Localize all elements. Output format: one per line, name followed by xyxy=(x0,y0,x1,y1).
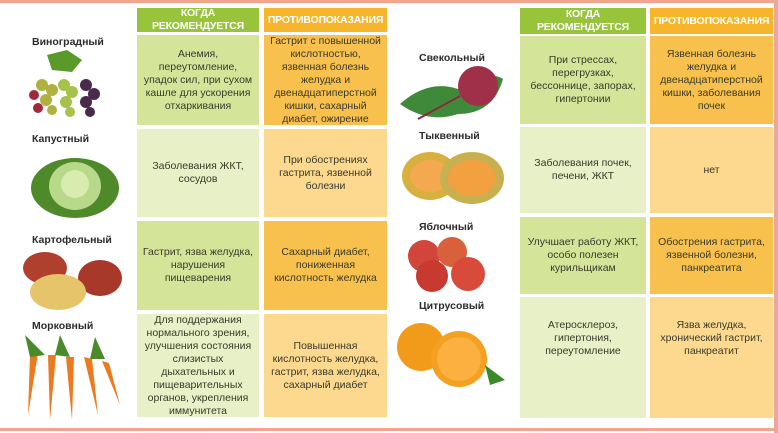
apple-icon xyxy=(408,237,485,292)
melon-icon xyxy=(402,152,504,204)
header-contra-right: ПРОТИВОПОКАЗАНИЯ xyxy=(650,8,773,34)
header-recommended-left: КОГДА РЕКОМЕНДУЕТСЯ xyxy=(137,7,259,32)
contra-cell: Сахарный диабет, пониженная кислотность … xyxy=(264,221,387,310)
contra-cell: Гастрит с повышенной кислотностью, язвен… xyxy=(264,35,387,125)
juice-name: Морковный xyxy=(32,320,94,332)
contra-cell: При обострениях гастрита, язвенной болез… xyxy=(264,129,387,217)
recommended-cell: Заболевания почек, печени, ЖКТ xyxy=(520,127,646,213)
juice-name: Цитрусовый xyxy=(419,300,485,312)
juice-name: Тыквенный xyxy=(419,130,480,142)
recommended-cell: Гастрит, язва желудка, нарушения пищевар… xyxy=(137,221,259,310)
recommended-cell: Атеросклероз, гипертония, переутомление xyxy=(520,297,646,418)
recommended-cell: Заболевания ЖКТ, сосудов xyxy=(137,129,259,217)
juice-name: Свекольный xyxy=(419,52,485,64)
carrot-icon xyxy=(25,335,120,420)
header-contra-left: ПРОТИВОПОКАЗАНИЯ xyxy=(264,8,387,32)
juice-name: Картофельный xyxy=(32,234,112,246)
recommended-cell: При стрессах, перегрузках, бессоннице, з… xyxy=(520,36,646,124)
recommended-cell: Анемия, переутомление, упадок сил, при с… xyxy=(137,35,259,125)
juice-name: Капустный xyxy=(32,133,90,145)
cabbage-icon xyxy=(31,158,119,218)
recommended-cell: Для поддержания нормального зрения, улуч… xyxy=(137,314,259,417)
orange-icon xyxy=(397,323,505,387)
juice-name: Виноградный xyxy=(32,36,104,48)
contra-cell: Язвенная болезнь желудка и двенадцатипер… xyxy=(650,36,773,124)
potato-icon xyxy=(23,252,122,310)
bottom-frame xyxy=(0,428,778,431)
contra-cell: Обострения гастрита, язвенной болезни, п… xyxy=(650,217,773,294)
top-frame xyxy=(0,0,778,3)
right-frame xyxy=(774,0,778,433)
contra-cell: Язва желудка, хронический гастрит, панкр… xyxy=(650,297,773,418)
contra-cell: нет xyxy=(650,127,773,213)
header-recommended-right: КОГДА РЕКОМЕНДУЕТСЯ xyxy=(520,8,646,34)
recommended-cell: Улучшает работу ЖКТ, особо полезен курил… xyxy=(520,217,646,294)
contra-cell: Повышенная кислотность желудка, гастрит,… xyxy=(264,314,387,417)
juice-name: Яблочный xyxy=(419,221,474,233)
beet-icon xyxy=(400,66,503,120)
grapes-icon xyxy=(29,50,100,117)
